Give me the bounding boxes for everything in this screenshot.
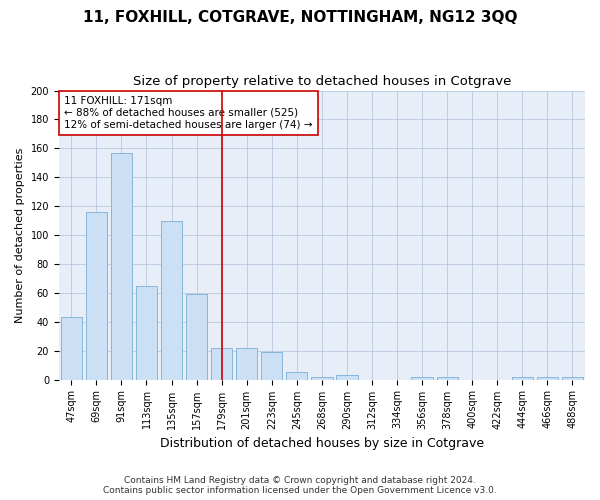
Bar: [136, 286, 157, 380]
Bar: [211, 348, 232, 380]
Bar: [86, 212, 107, 380]
Bar: [336, 375, 358, 380]
Bar: [562, 376, 583, 380]
Bar: [111, 152, 132, 380]
X-axis label: Distribution of detached houses by size in Cotgrave: Distribution of detached houses by size …: [160, 437, 484, 450]
Text: 11, FOXHILL, COTGRAVE, NOTTINGHAM, NG12 3QQ: 11, FOXHILL, COTGRAVE, NOTTINGHAM, NG12 …: [83, 10, 517, 25]
Title: Size of property relative to detached houses in Cotgrave: Size of property relative to detached ho…: [133, 75, 511, 88]
Bar: [61, 318, 82, 380]
Text: Contains HM Land Registry data © Crown copyright and database right 2024.
Contai: Contains HM Land Registry data © Crown c…: [103, 476, 497, 495]
Bar: [286, 372, 307, 380]
Bar: [236, 348, 257, 380]
Bar: [186, 294, 207, 380]
Bar: [412, 376, 433, 380]
Bar: [161, 220, 182, 380]
Bar: [261, 352, 283, 380]
Bar: [311, 376, 332, 380]
Bar: [437, 376, 458, 380]
Text: 11 FOXHILL: 171sqm
← 88% of detached houses are smaller (525)
12% of semi-detach: 11 FOXHILL: 171sqm ← 88% of detached hou…: [64, 96, 313, 130]
Bar: [537, 376, 558, 380]
Bar: [512, 376, 533, 380]
Y-axis label: Number of detached properties: Number of detached properties: [15, 148, 25, 323]
